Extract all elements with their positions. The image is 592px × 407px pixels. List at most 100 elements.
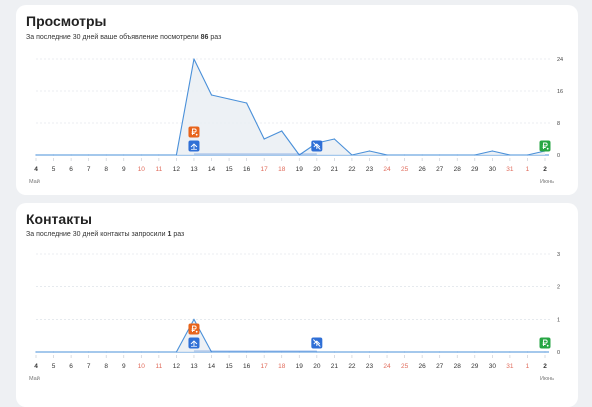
data-point <box>123 154 125 156</box>
data-point <box>52 351 55 353</box>
data-point <box>175 351 178 353</box>
x-tick-label: 11 <box>155 166 162 173</box>
x-tick-label: 18 <box>278 166 286 173</box>
ruble-dot <box>546 147 549 150</box>
x-tick-label: 2 <box>543 363 547 370</box>
data-point <box>421 154 423 156</box>
x-tick-label: 4 <box>34 363 38 370</box>
data-point <box>474 154 476 156</box>
x-tick-label: 27 <box>436 166 444 173</box>
data-point <box>509 154 511 156</box>
x-tick-label: 25 <box>401 166 409 173</box>
x-tick-label: 17 <box>261 363 269 370</box>
data-point <box>298 351 300 353</box>
y-tick-label: 0 <box>557 153 560 159</box>
x-tick-label: 25 <box>401 363 409 370</box>
boost-arrow <box>190 340 198 346</box>
month-end-label: Июнь <box>540 376 554 382</box>
x-tick-label: 9 <box>122 363 126 370</box>
ruble-glyph <box>542 339 548 346</box>
boost-arrow <box>190 143 198 149</box>
data-point <box>193 58 195 60</box>
x-tick-label: 11 <box>155 363 162 370</box>
x-tick-label: 29 <box>471 166 479 173</box>
ruble-glyph <box>542 142 548 149</box>
data-point <box>474 351 476 353</box>
x-tick-label: 14 <box>208 166 216 173</box>
ruble-dot <box>546 344 549 347</box>
boost-off-icon <box>311 140 323 152</box>
x-tick-label: 24 <box>383 166 391 173</box>
x-tick-label: 8 <box>104 363 108 370</box>
data-point <box>123 351 125 353</box>
x-tick-label: 1 <box>526 363 530 370</box>
x-tick-label: 9 <box>122 166 126 173</box>
data-point <box>210 351 213 353</box>
data-point <box>439 351 441 353</box>
data-point <box>263 351 265 353</box>
boost-on-icon <box>188 337 200 349</box>
x-tick-label: 27 <box>436 363 444 370</box>
x-tick-label: 6 <box>69 166 73 173</box>
data-point <box>316 351 318 353</box>
x-tick-label: 12 <box>173 166 181 173</box>
x-tick-label: 10 <box>138 166 146 173</box>
data-point <box>386 351 388 353</box>
x-tick-label: 4 <box>34 166 38 173</box>
data-point <box>140 351 142 353</box>
data-point <box>88 351 90 353</box>
month-start-label: Май <box>29 375 40 382</box>
boost-off-icon <box>311 337 323 349</box>
data-point <box>491 150 493 152</box>
data-point <box>403 351 406 353</box>
y-tick-label: 16 <box>557 89 563 95</box>
x-tick-label: 10 <box>138 363 146 370</box>
data-point <box>509 351 511 353</box>
data-point <box>52 154 55 156</box>
x-tick-label: 28 <box>454 363 462 370</box>
x-tick-label: 1 <box>526 166 530 173</box>
contacts-count: 1 <box>167 231 172 238</box>
y-tick-label: 3 <box>557 252 560 258</box>
data-point <box>88 154 90 156</box>
x-tick-label: 22 <box>348 166 356 173</box>
x-tick-label: 16 <box>243 166 251 173</box>
data-point <box>246 102 248 104</box>
boost-strike <box>313 142 321 150</box>
contacts-subtitle: За последние 30 дней контакты запросили … <box>26 231 184 238</box>
y-tick-label: 1 <box>557 317 560 323</box>
data-point <box>456 154 458 156</box>
data-point <box>298 154 300 156</box>
x-tick-label: 28 <box>454 166 462 173</box>
x-tick-label: 6 <box>69 363 73 370</box>
x-tick-label: 5 <box>52 166 56 173</box>
views-count: 86 <box>200 34 209 41</box>
data-point <box>544 351 546 353</box>
x-tick-label: 21 <box>331 166 339 173</box>
series-line <box>36 318 545 353</box>
x-tick-label: 18 <box>278 363 286 370</box>
x-tick-label: 31 <box>506 363 514 370</box>
x-tick-label: 19 <box>296 363 304 370</box>
contacts-subtitle-prefix: За последние 30 дней контакты запросили <box>26 231 166 238</box>
series-area <box>36 59 545 155</box>
x-tick-label: 19 <box>296 166 304 173</box>
x-tick-label: 21 <box>331 363 339 370</box>
x-tick-label: 26 <box>419 166 427 173</box>
y-tick-label: 8 <box>557 121 560 127</box>
data-point <box>228 98 230 100</box>
data-point <box>175 154 178 156</box>
boost-strike <box>313 339 321 347</box>
ruble-glyph <box>191 325 197 332</box>
x-tick-label: 24 <box>383 363 391 370</box>
x-tick-label: 16 <box>243 363 251 370</box>
ruble-promo-icon <box>539 337 551 349</box>
x-tick-label: 26 <box>419 363 427 370</box>
x-tick-label: 17 <box>261 166 269 173</box>
data-point <box>70 154 72 156</box>
data-point <box>526 154 529 156</box>
data-point <box>281 130 283 132</box>
views-title: Просмотры <box>26 13 107 29</box>
